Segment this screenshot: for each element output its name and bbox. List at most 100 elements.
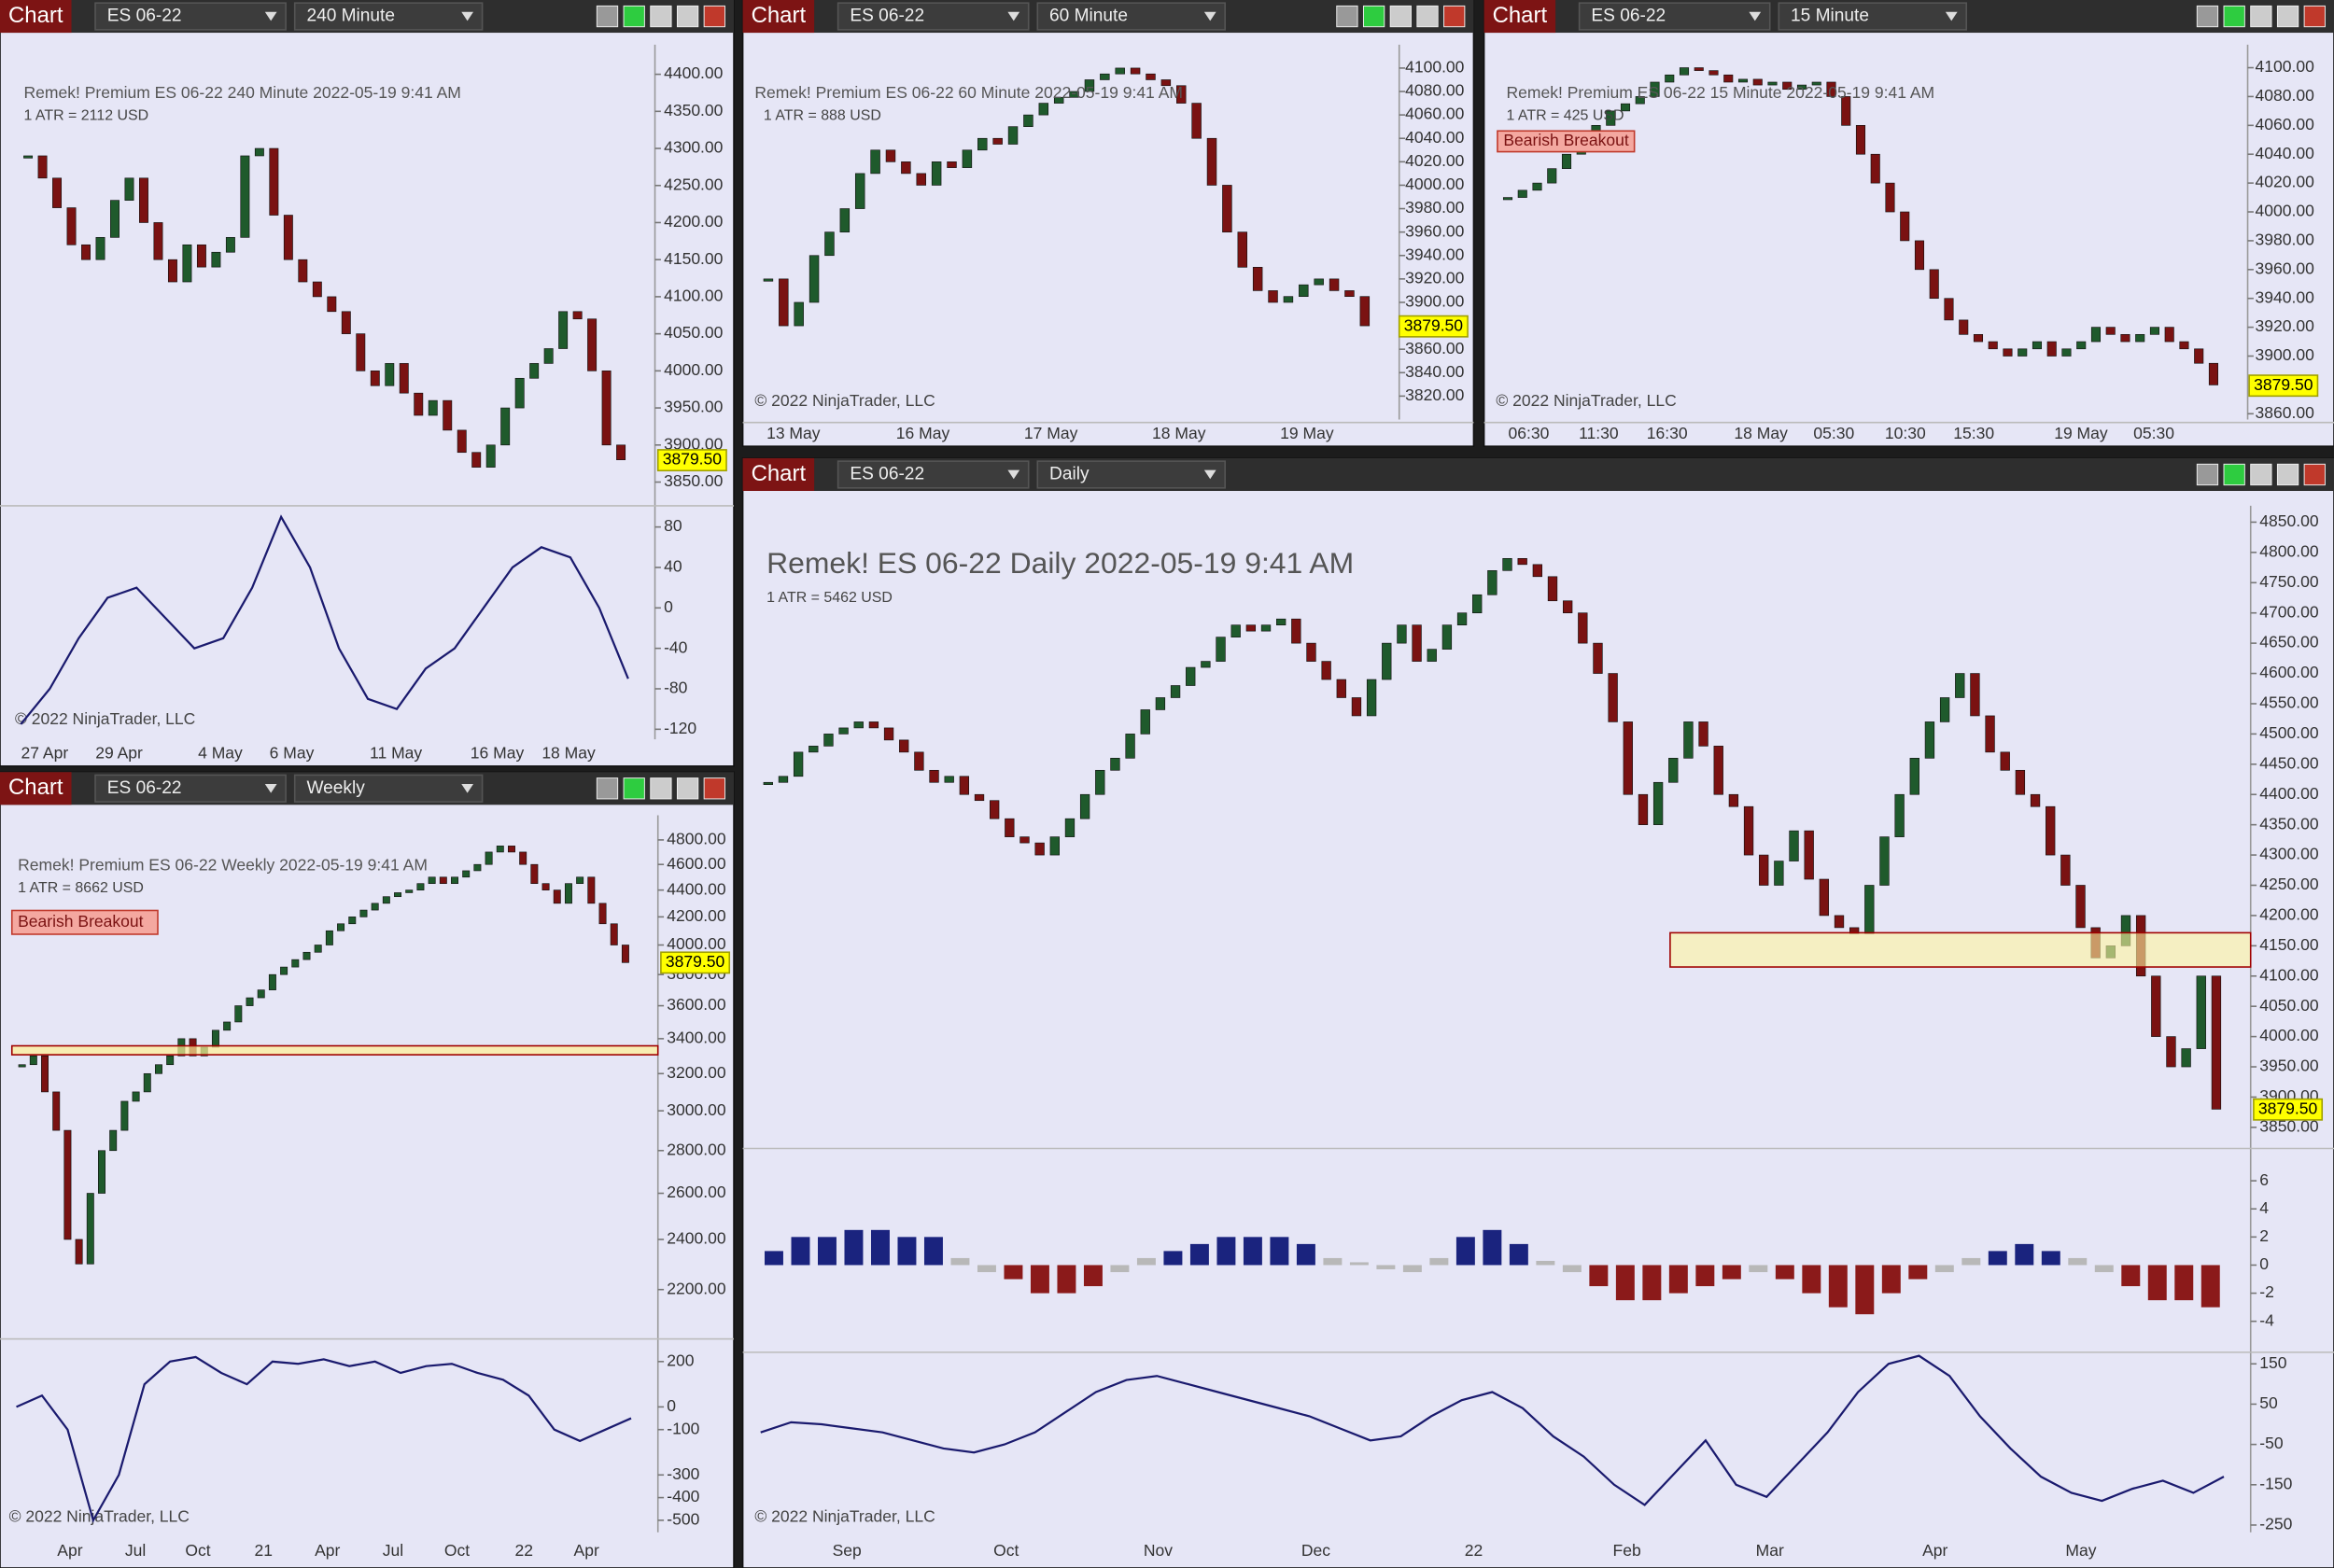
dropdown[interactable] (293, 774, 484, 803)
link-box-button[interactable] (623, 777, 645, 800)
candle (132, 1091, 140, 1102)
candle (530, 863, 539, 884)
candle (405, 889, 414, 893)
candle (541, 883, 550, 890)
y-tick-label: -500 (667, 1509, 699, 1528)
dropdown[interactable] (837, 2, 1030, 31)
close-button[interactable] (703, 5, 725, 28)
copyright: © 2022 NinjaTrader, LLC (15, 709, 195, 728)
close-button[interactable] (2303, 5, 2326, 28)
candle (302, 951, 311, 960)
annotation-box (1497, 130, 1636, 153)
y-tick-label: -250 (2259, 1515, 2292, 1533)
dropdown-arrow (1945, 11, 1958, 21)
settings-box-button[interactable] (596, 777, 619, 800)
y-tick-label: 80 (664, 516, 682, 535)
candle (1547, 576, 1558, 602)
minimize-button[interactable] (2250, 463, 2272, 486)
minimize-button[interactable] (2250, 5, 2272, 28)
candle (1819, 878, 1830, 917)
link-box-button[interactable] (623, 5, 645, 28)
candle (298, 259, 308, 283)
minimize-button[interactable] (1389, 5, 1412, 28)
candle (283, 215, 293, 260)
y-tick-label: 4080.00 (1405, 81, 1465, 100)
minimize-button[interactable] (650, 5, 672, 28)
candle (914, 751, 924, 771)
y-tick-label: 4400.00 (664, 63, 724, 82)
candle (564, 883, 572, 904)
candle (1252, 266, 1263, 291)
minimize-button[interactable] (650, 777, 672, 800)
candle (1034, 842, 1045, 856)
y-tick-label: 3900.00 (664, 434, 724, 453)
dropdown[interactable] (94, 2, 287, 31)
y-tick-label: 4020.00 (2255, 173, 2314, 191)
candle (1561, 153, 1572, 169)
x-tick-label: 19 May (2054, 424, 2108, 442)
settings-box-button[interactable] (2196, 5, 2219, 28)
candle (110, 200, 120, 238)
maximize-button[interactable] (1416, 5, 1439, 28)
chart-window (741, 0, 1475, 447)
y-tick-label: 4100.00 (664, 287, 724, 305)
candle (327, 296, 337, 313)
dropdown[interactable] (1778, 2, 1967, 31)
candle (314, 945, 322, 953)
settings-box-button[interactable] (1336, 5, 1358, 28)
candle (348, 917, 357, 925)
x-tick-label: 06:30 (1509, 424, 1550, 442)
candle (356, 333, 366, 371)
dropdown[interactable] (1036, 2, 1226, 31)
candle (1796, 84, 1807, 91)
histogram-bar (870, 1229, 890, 1266)
dropdown[interactable] (1578, 2, 1771, 31)
close-button[interactable] (2303, 463, 2326, 486)
x-tick-label: 18 May (1734, 424, 1788, 442)
candle (553, 889, 561, 904)
histogram-bar (1668, 1265, 1688, 1294)
candle (98, 1150, 105, 1194)
settings-box-button[interactable] (596, 5, 619, 28)
dropdown[interactable] (837, 460, 1030, 489)
dropdown[interactable] (293, 2, 484, 31)
y-tick-label: 4400.00 (2259, 784, 2319, 803)
maximize-button[interactable] (676, 777, 699, 800)
y-tick-label: 4300.00 (2259, 845, 2319, 863)
link-box-button[interactable] (1362, 5, 1385, 28)
y-tick-label: 4350.00 (664, 101, 724, 119)
dropdown[interactable] (1036, 460, 1226, 489)
candle (1623, 721, 1633, 795)
y-tick-label: 2200.00 (667, 1279, 726, 1297)
y-tick-label: 2600.00 (667, 1183, 726, 1201)
y-tick-label: -80 (664, 679, 688, 697)
y-tick-label: 3850.00 (664, 471, 724, 490)
y-tick-label: -100 (667, 1419, 699, 1437)
settings-box-button[interactable] (2196, 463, 2219, 486)
candle (246, 997, 254, 1006)
annotation: Bearish Breakout (1503, 131, 1629, 149)
candle (2196, 975, 2206, 1049)
candle (1427, 649, 1437, 662)
candle (901, 161, 911, 175)
link-box-button[interactable] (2223, 5, 2245, 28)
dropdown[interactable] (94, 774, 287, 803)
candle (359, 909, 368, 917)
candle (1774, 861, 1784, 886)
maximize-button[interactable] (2276, 5, 2299, 28)
maximize-button[interactable] (676, 5, 699, 28)
y-tick-label: 4200.00 (2259, 905, 2319, 924)
close-button[interactable] (1443, 5, 1466, 28)
maximize-button[interactable] (2276, 463, 2299, 486)
y-tick-label: 4200.00 (667, 906, 726, 925)
candle (120, 1100, 129, 1131)
candle (416, 883, 425, 890)
candle (1679, 67, 1690, 76)
link-box-button[interactable] (2223, 463, 2245, 486)
candle (587, 876, 596, 904)
histogram-bar (2068, 1257, 2088, 1266)
histogram-bar (1243, 1237, 1262, 1266)
candle (1441, 624, 1453, 650)
close-button[interactable] (703, 777, 725, 800)
candle (1728, 793, 1739, 807)
